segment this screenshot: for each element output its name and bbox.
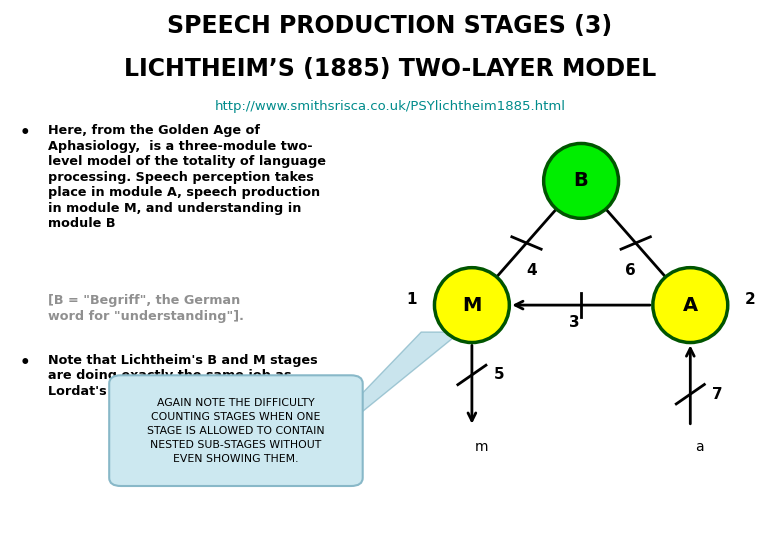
Text: 6: 6 [625,263,636,278]
Text: A: A [682,295,698,315]
FancyBboxPatch shape [109,375,363,486]
Text: Here, from the Golden Age of
Aphasiology,  is a three-module two-
level model of: Here, from the Golden Age of Aphasiology… [48,124,326,230]
Text: 2: 2 [745,292,756,307]
Text: 1: 1 [407,292,417,307]
Text: LICHTHEIM’S (1885) TWO-LAYER MODEL: LICHTHEIM’S (1885) TWO-LAYER MODEL [124,57,656,80]
Text: SPEECH PRODUCTION STAGES (3): SPEECH PRODUCTION STAGES (3) [168,14,612,37]
Text: 5: 5 [494,367,505,382]
Text: 4: 4 [526,263,537,278]
Text: •: • [20,354,30,372]
Text: AGAIN NOTE THE DIFFICULTY
COUNTING STAGES WHEN ONE
STAGE IS ALLOWED TO CONTAIN
N: AGAIN NOTE THE DIFFICULTY COUNTING STAGE… [147,397,324,464]
Text: 3: 3 [569,315,580,330]
Text: B: B [574,171,588,191]
Polygon shape [281,332,460,478]
Text: m: m [474,440,488,454]
Ellipse shape [544,144,619,218]
Text: http://www.smithsrisca.co.uk/PSYlichtheim1885.html: http://www.smithsrisca.co.uk/PSYlichthei… [215,100,566,113]
Text: 7: 7 [712,387,723,402]
Text: a: a [695,440,704,454]
Text: Note that Lichtheim's B and M stages
are doing exactly the same job as
Lordat's : Note that Lichtheim's B and M stages are… [48,354,318,397]
Text: •: • [20,124,30,142]
Ellipse shape [434,268,509,342]
Text: [B = "Begriff", the German
word for "understanding"].: [B = "Begriff", the German word for "und… [48,294,244,323]
Text: M: M [463,295,481,315]
Ellipse shape [653,268,728,342]
